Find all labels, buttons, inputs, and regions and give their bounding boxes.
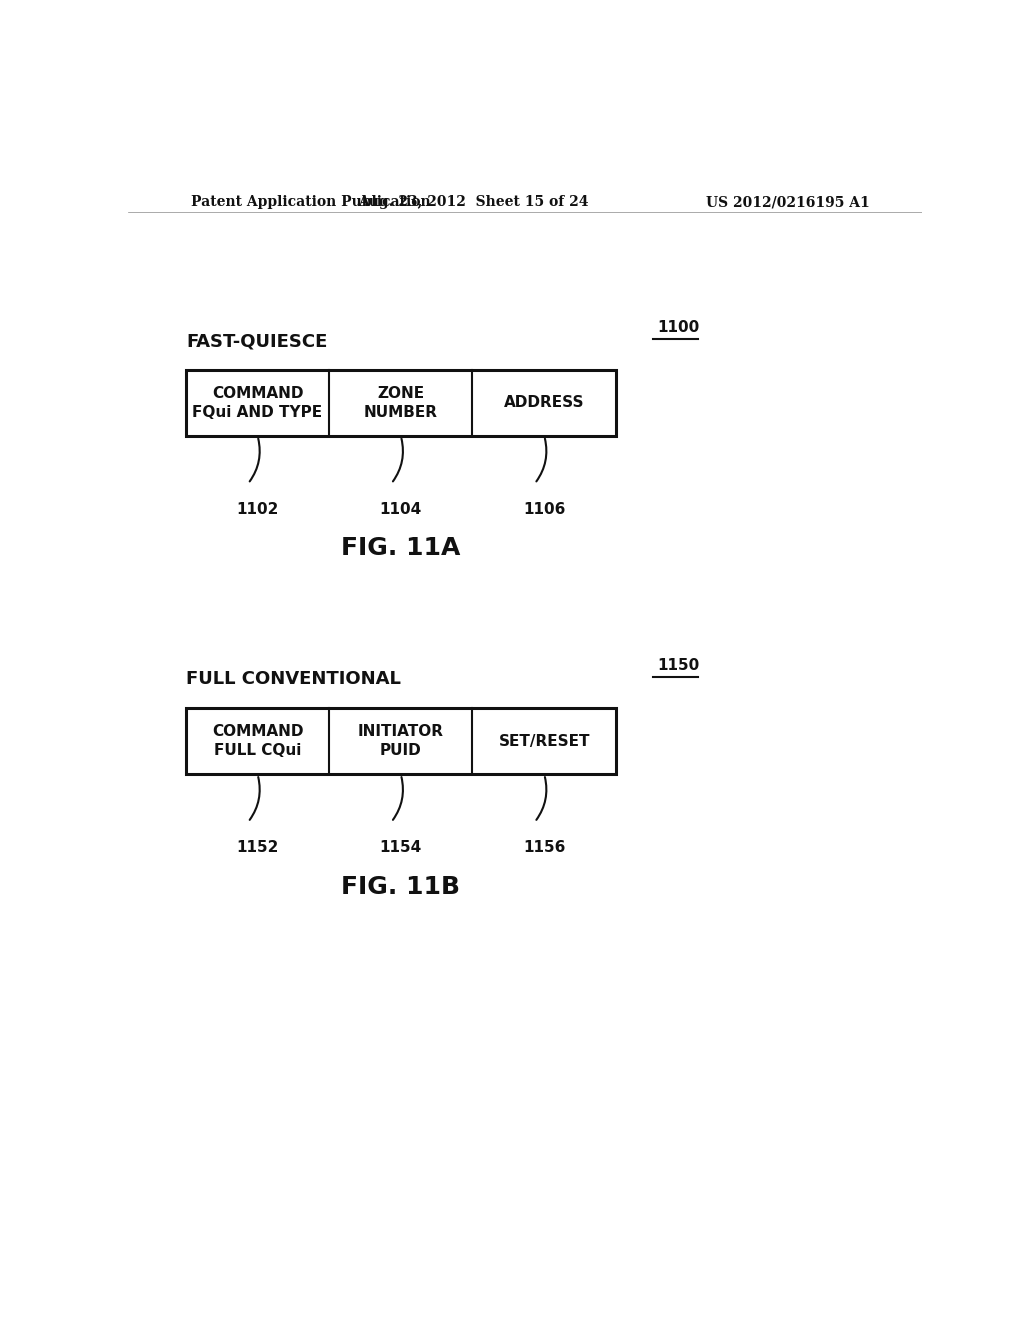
Text: INITIATOR
PUID: INITIATOR PUID [357, 725, 443, 759]
Text: COMMAND
FULL CQui: COMMAND FULL CQui [212, 725, 303, 759]
Text: FAST-QUIESCE: FAST-QUIESCE [186, 333, 328, 350]
Text: 1156: 1156 [523, 841, 565, 855]
Text: ZONE
NUMBER: ZONE NUMBER [364, 385, 438, 420]
Text: 1104: 1104 [380, 502, 422, 517]
Text: FULL CONVENTIONAL: FULL CONVENTIONAL [186, 669, 400, 688]
Bar [186, 370, 616, 436]
Text: US 2012/0216195 A1: US 2012/0216195 A1 [707, 195, 870, 209]
Text: FIG. 11A: FIG. 11A [341, 536, 461, 560]
Text: SET/RESET: SET/RESET [499, 734, 590, 748]
Text: COMMAND
FQui AND TYPE: COMMAND FQui AND TYPE [193, 385, 323, 420]
Text: 1106: 1106 [523, 502, 565, 517]
Bar [186, 709, 616, 775]
Text: FIG. 11B: FIG. 11B [341, 875, 461, 899]
Text: ADDRESS: ADDRESS [504, 396, 585, 411]
Text: 1150: 1150 [657, 657, 699, 673]
Text: 1154: 1154 [380, 841, 422, 855]
Text: 1152: 1152 [237, 841, 279, 855]
Text: 1102: 1102 [237, 502, 279, 517]
Text: Patent Application Publication: Patent Application Publication [191, 195, 431, 209]
Text: 1100: 1100 [657, 321, 699, 335]
Text: Aug. 23, 2012  Sheet 15 of 24: Aug. 23, 2012 Sheet 15 of 24 [358, 195, 589, 209]
